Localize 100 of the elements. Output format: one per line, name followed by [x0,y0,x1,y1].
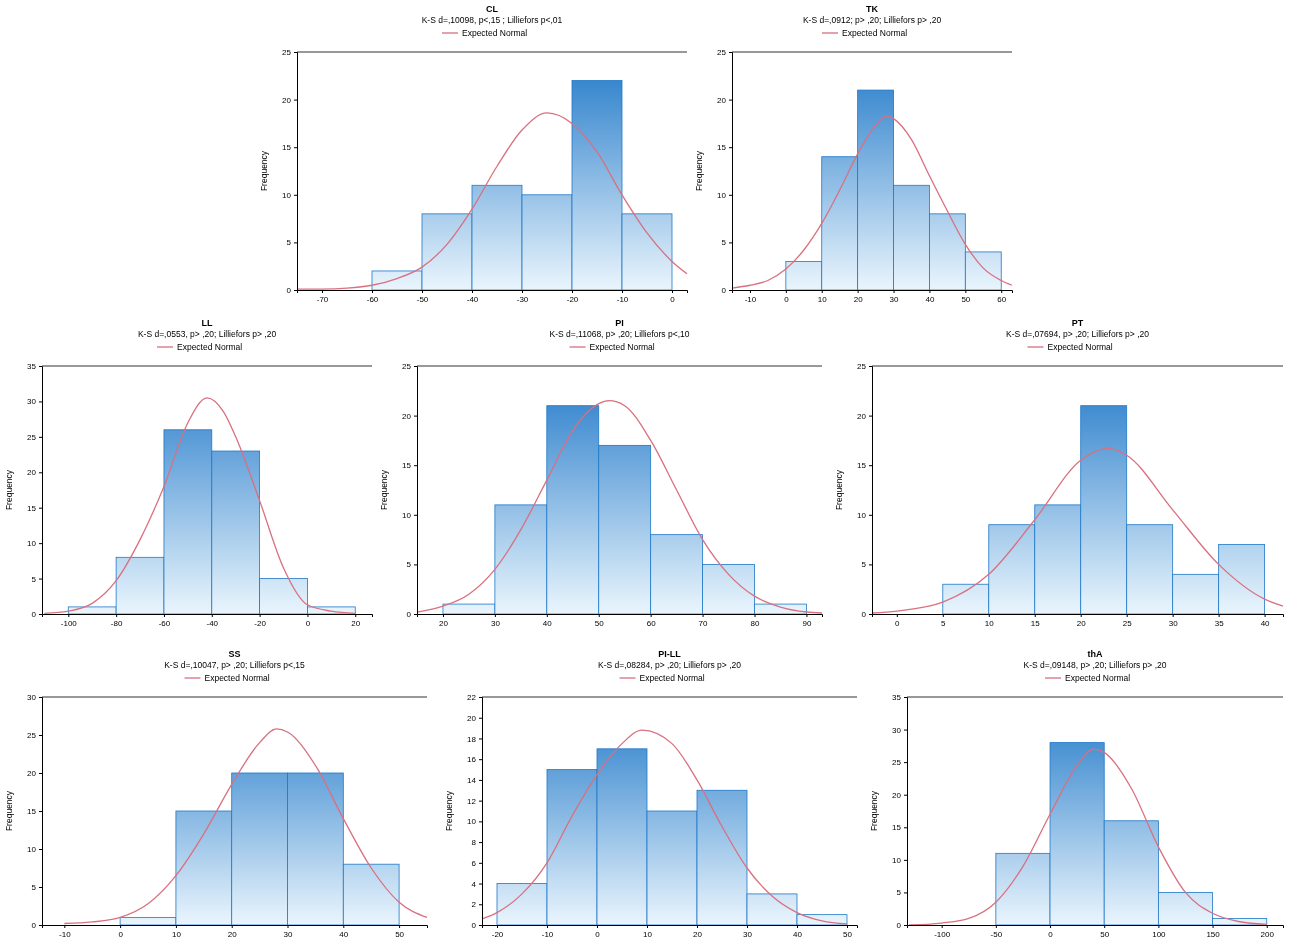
x-tick-label: 20 [1076,618,1087,628]
y-tick-label: 5 [31,883,37,893]
chart-subtitle: K-S d=,10098, p<,15 ; Lilliefors p<,01 [421,15,563,25]
y-axis-title: Frequency [444,790,454,832]
chart-subtitle: K-S d=,07694, p> ,20; Lilliefors p> ,20 [1006,329,1150,339]
x-tick-label: 50 [395,929,405,939]
y-tick-label: 15 [892,823,902,833]
y-tick-label: 16 [467,755,477,765]
legend-label: Expected Normal [639,673,705,683]
y-axis-title: Frequency [4,790,14,832]
chart-title: PI [615,318,624,328]
x-tick-label: -40 [466,294,479,304]
x-tick-label: 0 [670,294,676,304]
chart-title: PI-LL [658,649,682,659]
chart-title: LL [201,318,213,328]
x-tick-label: 10 [984,618,995,628]
y-tick-label: 20 [892,790,902,800]
chart-subtitle: K-S d=,08284, p> ,20; Lilliefors p> ,20 [598,660,742,670]
line-series [416,400,823,614]
line-series [731,115,1013,289]
x-tick-label: 30 [1168,618,1179,628]
y-tick-label: 22 [467,693,477,703]
y-tick-label: 30 [27,397,37,407]
x-tick-label: 15 [1030,618,1041,628]
legend-label: Expected Normal [589,342,655,352]
x-tick-label: 10 [817,294,828,304]
y-tick-label: 15 [857,461,867,471]
x-tick-label: 50 [1100,929,1110,939]
y-axis-title: Frequency [379,469,389,511]
y-tick-label: 0 [406,610,412,620]
y-axis-title: Frequency [4,469,14,511]
y-tick-label: 0 [896,921,902,931]
y-tick-label: 10 [402,510,412,520]
legend-label: Expected Normal [204,673,270,683]
y-tick-label: 35 [892,693,902,703]
x-tick-label: -70 [316,294,329,304]
y-tick-label: 15 [402,461,412,471]
y-tick-label: 10 [717,190,727,200]
x-tick-label: 30 [490,618,501,628]
x-tick-label: 0 [784,294,790,304]
y-tick-label: 10 [892,855,902,865]
chart-subtitle: K-S d=,11068, p> ,20; Lilliefors p<,10 [549,329,690,339]
y-tick-label: 25 [892,758,902,768]
y-axis-title: Frequency [834,469,844,511]
y-axis-title: Frequency [694,150,704,192]
y-tick-label: 15 [27,503,37,513]
chart-subtitle: K-S d=,09148, p> ,20; Lilliefors p> ,20 [1023,660,1167,670]
y-tick-label: 10 [467,817,477,827]
y-tick-label: 10 [282,190,292,200]
y-tick-label: 30 [892,725,902,735]
y-tick-label: 15 [282,143,292,153]
y-tick-label: 10 [27,845,37,855]
x-tick-label: -100 [60,618,78,628]
x-tick-label: 35 [1214,618,1225,628]
line-series [43,397,356,614]
x-tick-label: 40 [925,294,935,304]
y-tick-label: 10 [27,539,37,549]
y-tick-label: 15 [717,143,727,153]
x-tick-label: -80 [110,618,123,628]
line-series [296,112,688,290]
y-axis-title: Frequency [259,150,269,192]
x-tick-label: 5 [941,618,947,628]
line-series [908,748,1268,926]
chart-subtitle: K-S d=,10047, p> ,20; Lilliefors p<,15 [164,660,306,670]
y-tick-label: 2 [471,900,477,910]
x-tick-label: 40 [1260,618,1271,628]
legend-label: Expected Normal [1065,673,1131,683]
y-tick-label: 25 [717,48,727,58]
x-tick-label: -10 [744,294,757,304]
x-tick-label: 25 [1122,618,1133,628]
x-tick-label: 0 [595,929,601,939]
x-tick-label: 0 [305,618,311,628]
x-tick-label: -20 [566,294,579,304]
chart-title: TK [866,4,879,14]
x-tick-label: 20 [227,929,238,939]
y-tick-label: 0 [471,921,477,931]
y-tick-label: 0 [721,286,727,296]
y-tick-label: 25 [857,362,867,372]
y-tick-label: 5 [406,560,412,570]
y-tick-label: 0 [286,286,292,296]
x-tick-label: 10 [171,929,182,939]
y-tick-label: 25 [27,731,37,741]
x-tick-label: 70 [698,618,709,628]
x-tick-label: 60 [646,618,657,628]
legend-label: Expected Normal [1047,342,1113,352]
y-tick-label: 20 [27,468,37,478]
x-tick-label: 0 [1048,929,1054,939]
chart-title: CL [486,4,499,14]
y-tick-label: 12 [467,796,477,806]
y-tick-label: 5 [861,560,867,570]
chart-subtitle: K-S d=,0553, p> ,20; Lilliefors p> ,20 [137,329,277,339]
x-tick-label: -100 [934,929,951,939]
y-tick-label: 14 [467,775,477,785]
y-tick-label: 25 [282,48,292,58]
y-tick-label: 6 [471,858,477,868]
x-tick-label: -60 [158,618,171,628]
x-tick-label: 50 [594,618,605,628]
y-axis-title: Frequency [869,790,879,832]
x-tick-label: 30 [743,929,753,939]
x-tick-label: 0 [118,929,124,939]
